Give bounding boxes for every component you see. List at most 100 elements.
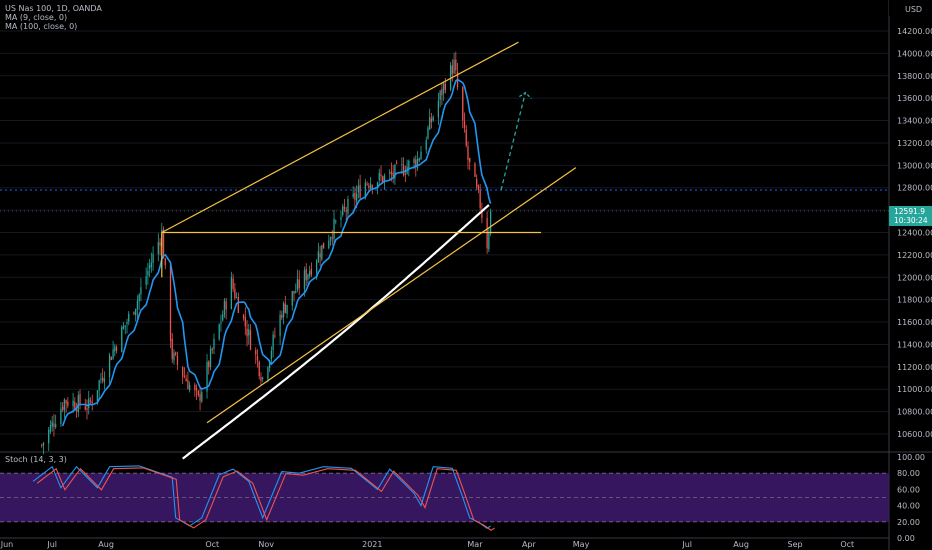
candle-up xyxy=(88,398,90,409)
candle-down xyxy=(293,290,295,294)
stoch-tick-label: 60.00 xyxy=(897,485,920,494)
candle-up xyxy=(376,182,379,189)
candle-down xyxy=(169,264,172,341)
time-tick-label: Jul xyxy=(46,540,57,549)
candle-up xyxy=(333,218,335,240)
candle-down xyxy=(274,335,276,337)
candle-down xyxy=(310,268,313,275)
candle-up xyxy=(152,253,154,263)
ma-slow-legend[interactable]: MA (100, close, 0) xyxy=(5,22,78,31)
stoch-tick-label: 40.00 xyxy=(897,502,920,511)
candle-down xyxy=(331,237,333,239)
ma-fast-legend[interactable]: MA (9, close, 0) xyxy=(5,13,68,22)
stoch-k-line xyxy=(32,465,491,529)
candle-down xyxy=(415,159,417,168)
candle-down xyxy=(101,377,104,381)
candle-down xyxy=(305,268,307,281)
stoch-band xyxy=(0,472,889,523)
candle-down xyxy=(462,87,464,121)
candle-down xyxy=(246,328,248,337)
candle-up xyxy=(418,158,420,161)
symbol-legend[interactable]: US Nas 100, 1D, OANDA xyxy=(5,4,102,13)
stoch-legend[interactable]: Stoch (14, 3, 3) xyxy=(5,455,67,464)
candle-down xyxy=(354,192,356,200)
candle-up xyxy=(51,421,53,427)
candle-down xyxy=(258,361,260,377)
price-tick-label: 11200.00 xyxy=(897,363,932,372)
candle-up xyxy=(122,326,125,329)
candle-up xyxy=(148,265,151,269)
candle-up xyxy=(429,116,431,130)
candle-down xyxy=(225,301,227,310)
candles xyxy=(41,51,492,455)
time-tick-label: 2021 xyxy=(362,540,382,549)
candle-down xyxy=(345,209,347,212)
candle-down xyxy=(319,253,321,258)
candle-up xyxy=(77,395,79,413)
candle-up xyxy=(206,361,208,392)
candle-down xyxy=(343,206,346,209)
candle-down xyxy=(67,401,69,406)
stoch-tick-label: 20.00 xyxy=(897,518,920,527)
price-badge-countdown: 10:30:24 xyxy=(894,216,928,225)
stoch-tick-label: 0.00 xyxy=(897,534,915,543)
price-tick-label: 12000.00 xyxy=(897,273,932,282)
drawings[interactable] xyxy=(0,41,889,424)
channel-upper-line xyxy=(161,41,519,234)
candle-down xyxy=(41,444,43,446)
candle-down xyxy=(298,279,300,289)
candle-down xyxy=(237,297,239,313)
candle-up xyxy=(135,308,137,316)
price-tick-label: 13000.00 xyxy=(897,161,932,170)
candle-down xyxy=(476,178,478,187)
candle-up xyxy=(248,329,250,336)
candle-up xyxy=(72,400,74,407)
candle-down xyxy=(183,376,186,378)
candle-up xyxy=(389,172,391,174)
candle-up xyxy=(124,325,126,327)
candle-down xyxy=(380,174,382,177)
candle-up xyxy=(213,338,215,349)
candle-down xyxy=(368,185,370,188)
candle-down xyxy=(115,347,118,351)
candle-down xyxy=(477,185,480,191)
candle-up xyxy=(282,303,285,318)
candle-down xyxy=(463,120,466,129)
candle-up xyxy=(315,261,318,273)
candle-down xyxy=(208,361,210,368)
candle-up xyxy=(100,378,102,380)
time-tick-label: Jul xyxy=(681,540,692,549)
candle-down xyxy=(86,408,88,410)
candle-down xyxy=(74,401,76,410)
candle-up xyxy=(267,367,269,380)
projection-arrowhead xyxy=(519,91,532,100)
channel-lower-line xyxy=(206,167,577,424)
price-tick-label: 11600.00 xyxy=(897,318,932,327)
candle-up xyxy=(489,211,492,234)
candle-down xyxy=(474,163,476,177)
candle-up xyxy=(63,399,66,411)
candle-up xyxy=(103,378,106,383)
candle-down xyxy=(65,400,67,404)
candle-up xyxy=(114,346,116,352)
candle-up xyxy=(209,348,212,367)
candle-up xyxy=(296,279,299,290)
time-tick-label: Mar xyxy=(467,540,483,549)
candle-up xyxy=(150,262,153,268)
candle-up xyxy=(317,251,320,262)
price-tick-label: 10600.00 xyxy=(897,430,932,439)
time-tick-label: Oct xyxy=(840,540,854,549)
time-tick-label: Apr xyxy=(522,540,537,549)
candle-down xyxy=(260,377,262,381)
candle-up xyxy=(416,158,419,168)
candle-up xyxy=(307,274,309,280)
price-tick-label: 11400.00 xyxy=(897,340,932,349)
time-tick-label: Aug xyxy=(733,540,749,549)
price-badge-value: 12591.9 xyxy=(894,207,926,216)
candle-down xyxy=(467,146,469,160)
stoch-lines xyxy=(32,465,495,531)
time-tick-label: May xyxy=(573,540,590,549)
price-tick-label: 14000.00 xyxy=(897,49,932,58)
time-tick-label: Sep xyxy=(788,540,803,549)
